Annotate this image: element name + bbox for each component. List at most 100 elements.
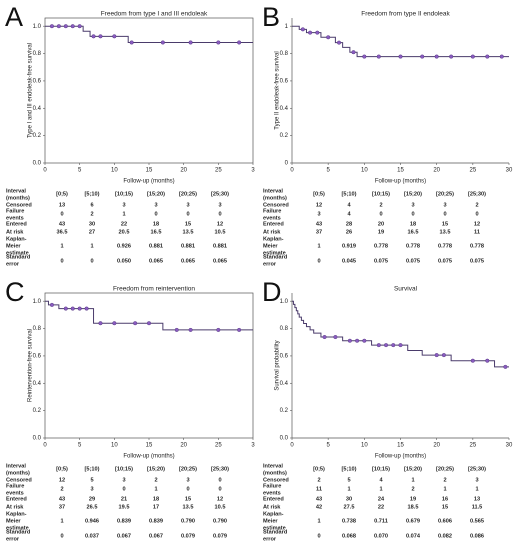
table-cell: 0.679 — [406, 518, 420, 524]
censor-mark — [77, 306, 82, 311]
row-label: Censored — [263, 477, 289, 483]
x-tick-label: 0 — [43, 168, 47, 174]
row-label: events — [6, 215, 24, 221]
row-label: error — [263, 261, 277, 267]
row-label: Censored — [6, 202, 32, 208]
row-label: Failure — [263, 483, 281, 489]
table-cell: 43 — [59, 496, 65, 502]
table-cell: 0.606 — [438, 518, 452, 524]
table-cell: 30 — [89, 221, 95, 227]
y-axis-label: Type I and III endoleak-free survival — [28, 43, 34, 138]
table-cell: 3 — [90, 486, 93, 492]
table-cell: [0;5) — [56, 191, 68, 197]
table-cell: 0.074 — [406, 533, 421, 539]
table-cell: 15 — [442, 504, 448, 510]
censor-mark — [188, 327, 193, 332]
x-tick-label: 10 — [111, 168, 118, 174]
table-cell: 12 — [217, 221, 223, 227]
censor-mark — [160, 40, 165, 45]
table-cell: 1 — [60, 243, 63, 249]
table-cell: [25;30) — [211, 191, 229, 197]
table-cell: 0 — [122, 486, 125, 492]
censor-mark — [333, 335, 338, 340]
row-label: Failure — [263, 208, 281, 214]
censor-mark — [384, 343, 389, 348]
table-cell: 2 — [411, 486, 414, 492]
table-cell: [15;20) — [147, 191, 165, 197]
table-cell: 1 — [475, 486, 478, 492]
table-cell: 0 — [443, 211, 446, 217]
row-label: Standard — [6, 529, 31, 535]
y-tick-label: 0.6 — [280, 79, 289, 85]
table-cell: 0.881 — [149, 243, 163, 249]
table-cell: 27 — [89, 229, 95, 235]
x-tick-label: 0 — [290, 168, 294, 174]
x-tick-label: 5 — [326, 168, 330, 174]
table-cell: 0 — [90, 258, 93, 264]
censor-mark — [434, 353, 439, 358]
y-tick-label: 0.2 — [280, 408, 289, 414]
table-cell: 0 — [186, 211, 189, 217]
row-label: estimate — [263, 525, 286, 531]
row-label: Entered — [263, 496, 284, 502]
table-cell: 43 — [316, 221, 322, 227]
table-cell: 0.065 — [213, 258, 227, 264]
x-axis-label: Follow-up (months) — [375, 454, 426, 460]
table-cell: 18 — [153, 221, 159, 227]
table-cell: 4 — [347, 202, 351, 208]
censor-mark — [91, 34, 96, 39]
table-cell: 15 — [442, 221, 448, 227]
table-cell: 5 — [347, 477, 350, 483]
row-label: At risk — [263, 229, 281, 235]
row-label: Entered — [6, 496, 27, 502]
table-cell: 3 — [154, 202, 157, 208]
y-tick-label: 0.0 — [280, 436, 289, 442]
row-label: events — [263, 215, 281, 221]
censor-mark — [398, 54, 403, 59]
x-tick-label: 5 — [78, 443, 82, 449]
censor-mark — [470, 54, 475, 59]
table-cell: 0.067 — [117, 533, 131, 539]
table-cell: 1 — [317, 518, 320, 524]
censor-mark — [98, 34, 103, 39]
panel: B Freedom from type II endoleak 0 0.2 0.4 0.6… — [262, 2, 513, 267]
row-label: Interval — [263, 188, 283, 194]
table-cell: [25;30) — [468, 191, 486, 197]
table-cell: 0.946 — [85, 518, 99, 524]
table-cell: [20;25) — [179, 466, 197, 472]
censor-mark — [470, 358, 475, 363]
table-cell: 20 — [378, 221, 384, 227]
table-cell: 0 — [317, 258, 320, 264]
table-cell: 43 — [316, 496, 322, 502]
y-tick-label: 0.6 — [280, 354, 289, 360]
table-cell: 2 — [317, 477, 320, 483]
table-cell: 0 — [60, 258, 63, 264]
y-tick-label: 1.0 — [33, 24, 42, 30]
censor-mark — [441, 353, 446, 358]
y-axis-label: Survival probability — [275, 340, 281, 390]
table-cell: 0.086 — [470, 533, 484, 539]
censor-mark — [308, 30, 313, 35]
table-cell: 0.565 — [470, 518, 484, 524]
row-label: Censored — [6, 477, 32, 483]
table-cell: [5;10) — [85, 466, 100, 472]
censor-mark — [216, 327, 221, 332]
row-label: events — [263, 490, 281, 496]
censor-mark — [49, 302, 54, 307]
table-cell: [5;10) — [342, 466, 357, 472]
table-cell: [10;15) — [372, 191, 390, 197]
table-cell: [25;30) — [211, 466, 229, 472]
table-cell: 0.037 — [85, 533, 99, 539]
table-cell: 1 — [60, 518, 63, 524]
table-cell: 1 — [317, 243, 320, 249]
table-cell: 16.5 — [408, 229, 419, 235]
table-cell: 13 — [474, 496, 480, 502]
censor-mark — [174, 327, 179, 332]
table-cell: 0 — [317, 533, 320, 539]
x-tick-label: 20 — [433, 168, 440, 174]
table-cell: 30 — [346, 496, 352, 502]
x-tick-label: 20 — [180, 168, 187, 174]
table-cell: 11 — [474, 229, 480, 235]
table-cell: 0.075 — [470, 258, 484, 264]
